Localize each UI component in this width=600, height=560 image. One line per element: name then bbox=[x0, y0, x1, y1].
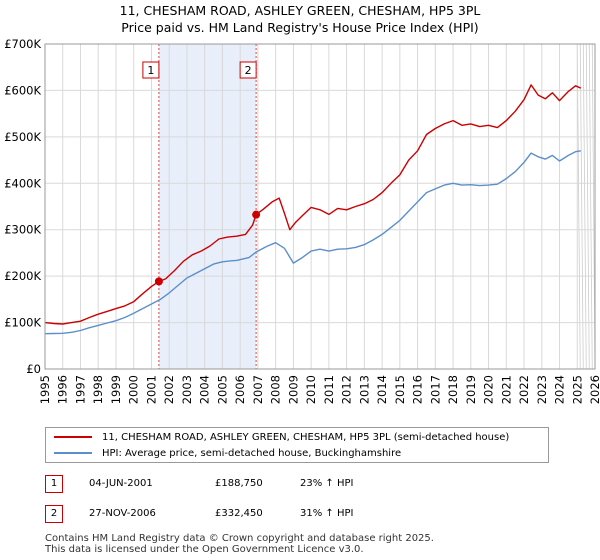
forecast-hatch bbox=[579, 43, 584, 370]
transaction-point bbox=[252, 210, 261, 219]
chart-subtitle: Price paid vs. HM Land Registry's House … bbox=[121, 20, 479, 35]
series-line bbox=[44, 84, 582, 325]
x-tick-label: 2013 bbox=[357, 375, 371, 404]
x-tick-label: 2006 bbox=[233, 375, 247, 404]
series-line bbox=[44, 150, 581, 335]
x-tick-label: 2018 bbox=[446, 375, 460, 404]
legend-blue-line-icon bbox=[54, 452, 92, 454]
x-tick-label: 2003 bbox=[180, 375, 194, 404]
footer-licence: This data is licensed under the Open Gov… bbox=[45, 544, 364, 555]
legend: 11, CHESHAM ROAD, ASHLEY GREEN, CHESHAM,… bbox=[45, 427, 549, 463]
x-tick-label: 2026 bbox=[588, 375, 600, 404]
y-tick-label: £700K bbox=[4, 37, 41, 51]
transaction-price: £332,450 bbox=[215, 508, 263, 519]
x-tick-label: 2014 bbox=[375, 375, 389, 404]
x-tick-label: 2024 bbox=[553, 375, 567, 404]
plot-area bbox=[45, 44, 595, 369]
transaction-badge: 1 bbox=[45, 475, 63, 493]
ownership-shade bbox=[158, 44, 257, 369]
forecast-hatch bbox=[585, 43, 590, 370]
y-tick-label: £300K bbox=[4, 223, 41, 237]
forecast-hatch bbox=[588, 43, 593, 370]
x-tick-label: 2008 bbox=[269, 375, 283, 404]
x-tick-label: 2001 bbox=[144, 375, 158, 404]
x-tick-label: 2017 bbox=[428, 375, 442, 404]
x-tick-label: 1997 bbox=[73, 375, 87, 404]
y-tick-label: £500K bbox=[4, 130, 41, 144]
x-tick-label: 2023 bbox=[535, 375, 549, 404]
transaction-hpi: 31% ↑ HPI bbox=[300, 508, 354, 519]
legend-item-hpi: HPI: Average price, semi-detached house,… bbox=[54, 448, 401, 459]
y-tick-label: £400K bbox=[4, 176, 41, 190]
x-tick-label: 2007 bbox=[251, 375, 265, 404]
legend-item-property: 11, CHESHAM ROAD, ASHLEY GREEN, CHESHAM,… bbox=[54, 432, 509, 443]
footer-copyright: Contains HM Land Registry data © Crown c… bbox=[45, 533, 434, 544]
x-tick-label: 2016 bbox=[411, 375, 425, 404]
x-tick-label: 2025 bbox=[570, 375, 584, 404]
x-tick-label: 2015 bbox=[393, 375, 407, 404]
transaction-label-box bbox=[239, 61, 257, 79]
transaction-hpi: 23% ↑ HPI bbox=[300, 478, 354, 489]
x-tick-label: 1999 bbox=[109, 375, 123, 404]
x-tick-label: 2011 bbox=[322, 375, 336, 404]
chart-title: 11, CHESHAM ROAD, ASHLEY GREEN, CHESHAM,… bbox=[119, 3, 481, 18]
legend-property-label: 11, CHESHAM ROAD, ASHLEY GREEN, CHESHAM,… bbox=[102, 432, 510, 443]
transaction-badge: 2 bbox=[45, 505, 63, 523]
transaction-price: £188,750 bbox=[215, 478, 263, 489]
x-tick-label: 2000 bbox=[127, 375, 141, 404]
legend-hpi-label: HPI: Average price, semi-detached house,… bbox=[102, 448, 402, 459]
x-tick-label: 2005 bbox=[215, 375, 229, 404]
transaction-date: 04-JUN-2001 bbox=[89, 478, 153, 489]
x-tick-label: 2020 bbox=[482, 375, 496, 404]
x-tick-label: 2004 bbox=[198, 375, 212, 404]
x-tick-label: 1996 bbox=[56, 375, 70, 404]
plot-border bbox=[44, 43, 596, 370]
transaction-label: 1 bbox=[147, 64, 154, 77]
y-tick-label: £100K bbox=[4, 316, 41, 330]
transaction-row: 1 04-JUN-2001 £188,750 23% ↑ HPI bbox=[45, 475, 565, 495]
price-chart: £0 £100K £200K £300K £400K £500K £600K £700K 199… bbox=[4, 37, 600, 404]
transaction-label-box bbox=[142, 61, 160, 79]
x-tick-label: 2019 bbox=[464, 375, 478, 404]
transaction-label: 2 bbox=[245, 64, 252, 77]
transaction-date: 27-NOV-2006 bbox=[89, 508, 156, 519]
x-tick-label: 2012 bbox=[340, 375, 354, 404]
y-tick-label: £200K bbox=[4, 269, 41, 283]
x-tick-label: 2002 bbox=[162, 375, 176, 404]
legend-red-line-icon bbox=[54, 436, 92, 438]
transaction-point bbox=[154, 277, 163, 286]
y-tick-label: £0 bbox=[26, 362, 41, 376]
x-tick-label: 2021 bbox=[499, 375, 513, 404]
forecast-hatch bbox=[582, 43, 587, 370]
x-tick-label: 1998 bbox=[91, 375, 105, 404]
x-tick-label: 2022 bbox=[517, 375, 531, 404]
x-tick-label: 2010 bbox=[304, 375, 318, 404]
x-tick-label: 1995 bbox=[38, 375, 52, 404]
y-tick-label: £600K bbox=[4, 83, 41, 97]
x-tick-label: 2009 bbox=[286, 375, 300, 404]
transaction-row: 2 27-NOV-2006 £332,450 31% ↑ HPI bbox=[45, 505, 565, 525]
